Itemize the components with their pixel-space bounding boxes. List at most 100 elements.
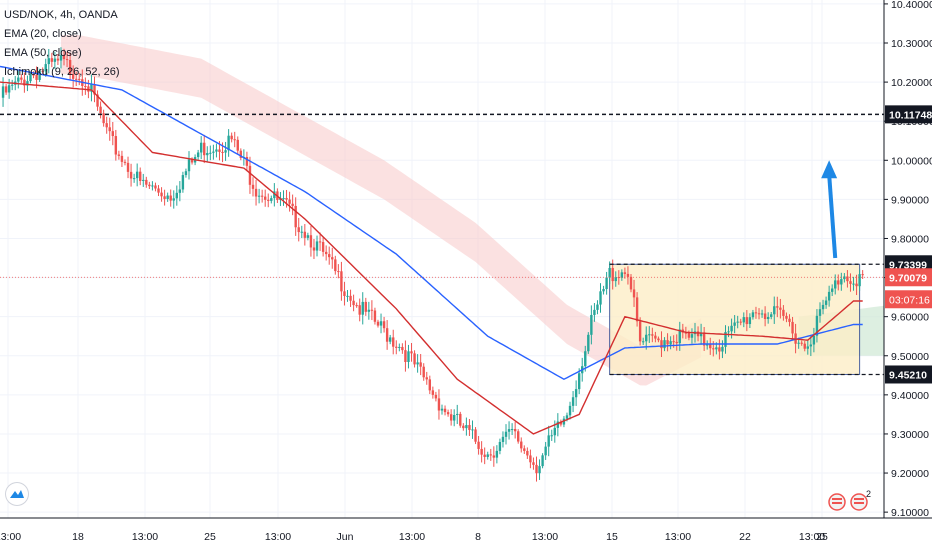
candle-body	[270, 198, 273, 201]
candle-body	[71, 74, 75, 79]
candle-body	[312, 247, 316, 251]
candle-body	[782, 309, 785, 316]
candle-body	[827, 291, 831, 301]
candle-body	[785, 315, 788, 319]
x-tick-label: 8	[475, 531, 481, 543]
candle-body	[62, 55, 66, 60]
chart-legend: USD/NOK, 4h, OANDA EMA (20, close) EMA (…	[4, 6, 120, 82]
candle-body	[626, 273, 630, 277]
candle-body	[770, 314, 773, 317]
candle-body	[483, 454, 486, 457]
candle-body	[510, 429, 514, 431]
candle-body	[593, 309, 596, 315]
candle-body	[425, 377, 428, 380]
candle-body	[449, 414, 453, 421]
x-tick-label: 13:00	[399, 531, 425, 543]
candle-body	[541, 455, 544, 467]
x-tick-label: 13:00	[265, 531, 291, 543]
candle-body	[462, 425, 465, 429]
candle-body	[532, 462, 535, 465]
candle-body	[251, 184, 255, 189]
candle-body	[547, 435, 550, 447]
events-flags-icon[interactable]: 2	[828, 489, 872, 518]
candle-body	[230, 135, 233, 140]
resistance-1-label: 10.11748	[889, 109, 932, 121]
candle-body	[355, 305, 358, 307]
candle-body	[282, 198, 285, 200]
y-tick-label: 10.40000	[891, 0, 932, 11]
candle-body	[501, 436, 505, 442]
candle-body	[776, 306, 779, 308]
candle-body	[474, 429, 477, 442]
candle-body	[285, 198, 288, 200]
candle-body	[492, 455, 496, 458]
candle-body	[90, 84, 93, 92]
ema50-legend[interactable]: EMA (50, close)	[4, 47, 82, 59]
candle-body	[459, 413, 462, 426]
candle-body	[44, 64, 47, 72]
candle-body	[809, 344, 813, 347]
countdown-bg	[885, 290, 932, 309]
symbol-title[interactable]: USD/NOK, 4h, OANDA	[4, 9, 118, 21]
candle-body	[779, 307, 782, 310]
y-tick-label: 9.60000	[891, 312, 929, 324]
candle-body	[181, 175, 185, 190]
candle-body	[142, 179, 145, 181]
candle-body	[718, 347, 721, 352]
x-tick-label: 22	[739, 531, 751, 543]
candle-body	[751, 312, 755, 318]
x-tick-label: 25	[816, 531, 828, 543]
candle-body	[803, 343, 806, 349]
candle-body	[614, 277, 617, 282]
candle-body	[498, 441, 502, 451]
candle-body	[349, 295, 352, 301]
candle-body	[687, 333, 691, 338]
y-tick-label: 10.30000	[891, 38, 932, 50]
candle-body	[47, 58, 50, 65]
tradingview-logo-icon[interactable]	[6, 483, 28, 505]
candle-body	[419, 362, 422, 367]
ichimoku-legend[interactable]: Ichimoku (9, 26, 52, 26)	[4, 66, 120, 78]
candle-body	[523, 448, 526, 451]
candle-body	[654, 335, 657, 339]
candle-body	[17, 77, 20, 82]
candle-body	[574, 389, 578, 398]
countdown-label: 03:07:16	[889, 294, 930, 306]
candle-body	[629, 276, 633, 290]
candle-body	[824, 300, 828, 305]
candle-body	[651, 334, 654, 336]
candle-body	[806, 346, 809, 349]
candle-body	[834, 280, 837, 289]
candle-body	[724, 332, 727, 347]
candle-body	[471, 429, 474, 431]
candle-body	[199, 142, 203, 153]
x-tick-label: 13:00	[532, 531, 558, 543]
candle-body	[233, 139, 236, 141]
candle-body	[175, 192, 178, 199]
bullish-arrow-head	[821, 160, 838, 179]
candle-body	[157, 188, 160, 193]
candle-body	[41, 70, 44, 72]
candle-body	[26, 81, 29, 86]
candle-body	[29, 74, 32, 82]
bullish-arrow	[827, 174, 838, 259]
candle-body	[638, 321, 642, 342]
candle-body	[221, 151, 224, 153]
candle-body	[428, 379, 432, 391]
candle-body	[760, 313, 764, 315]
candle-body	[456, 413, 459, 416]
y-tick-label: 9.40000	[891, 390, 929, 402]
candle-body	[239, 150, 243, 158]
candle-body	[337, 271, 340, 273]
candle-body	[571, 397, 575, 406]
candle-body	[93, 84, 96, 95]
candle-body	[117, 154, 121, 156]
candle-body	[739, 321, 742, 323]
candle-body	[745, 317, 749, 325]
candle-body	[517, 431, 520, 442]
candle-body	[324, 251, 328, 255]
ema20-legend[interactable]: EMA (20, close)	[4, 28, 82, 40]
candle-body	[367, 309, 371, 312]
candle-body	[852, 283, 855, 285]
